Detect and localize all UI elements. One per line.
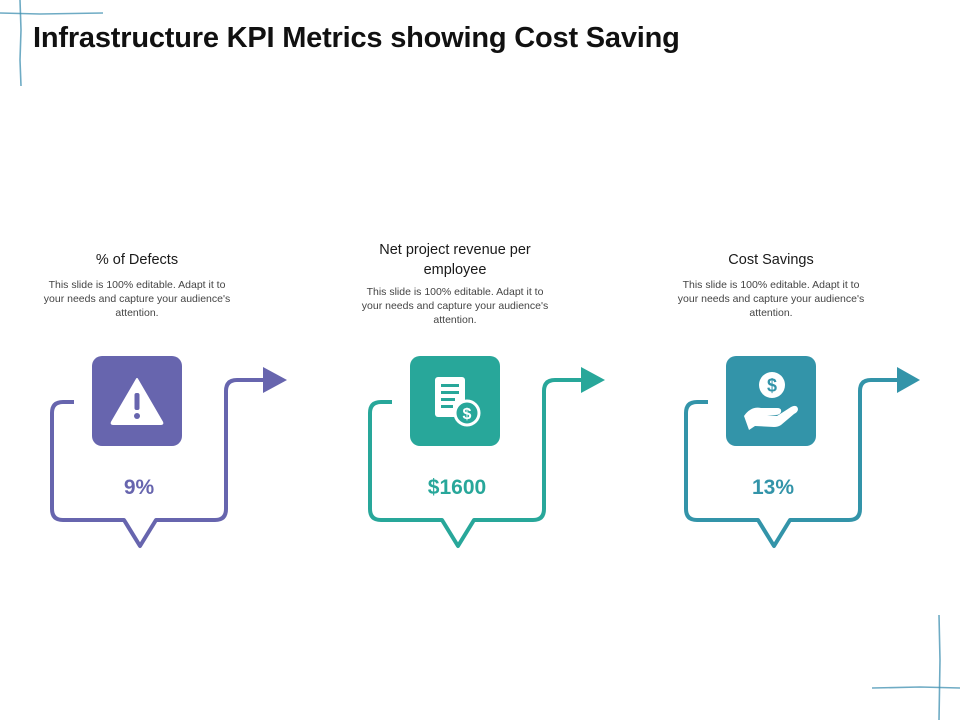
- arrow-head: [263, 367, 287, 393]
- kpi-card-cost-savings: Cost Savings This slide is 100% editable…: [621, 230, 921, 560]
- kpi-value: $1600: [427, 476, 487, 499]
- kpi-description: This slide is 100% editable. Adapt it to…: [677, 279, 865, 319]
- arrow-head: [897, 367, 920, 393]
- svg-text:$: $: [767, 376, 777, 396]
- svg-text:$: $: [463, 406, 472, 423]
- kpi-value: 9%: [123, 476, 155, 499]
- warning-icon: [110, 378, 164, 425]
- kpi-icon-box: [92, 356, 182, 446]
- hand-dollar-icon: $: [744, 372, 798, 430]
- kpi-arrow-frame: [368, 367, 605, 548]
- top-left-corner-decoration: [0, 0, 104, 87]
- kpi-heading: % of Defects: [95, 252, 179, 268]
- kpi-heading: Cost Savings: [728, 252, 814, 268]
- kpi-card-revenue: Net project revenue per employee This sl…: [305, 230, 605, 560]
- document-dollar-icon: $: [435, 377, 481, 427]
- kpi-value: 13%: [751, 476, 795, 499]
- kpi-icon-box: $: [410, 356, 500, 446]
- kpi-description: This slide is 100% editable. Adapt it to…: [43, 279, 231, 319]
- arrow-head: [581, 367, 605, 393]
- kpi-description: This slide is 100% editable. Adapt it to…: [361, 286, 549, 326]
- kpi-heading: Net project revenue per employee: [379, 242, 531, 278]
- kpi-arrow-frame: [50, 367, 287, 548]
- slide-title: Infrastructure KPI Metrics showing Cost …: [33, 22, 680, 54]
- bottom-right-corner-decoration: [871, 614, 960, 720]
- kpi-card-defects: % of Defects This slide is 100% editable…: [0, 230, 287, 560]
- kpi-arrow-frame: [684, 367, 920, 548]
- kpi-icon-box: $: [726, 356, 816, 446]
